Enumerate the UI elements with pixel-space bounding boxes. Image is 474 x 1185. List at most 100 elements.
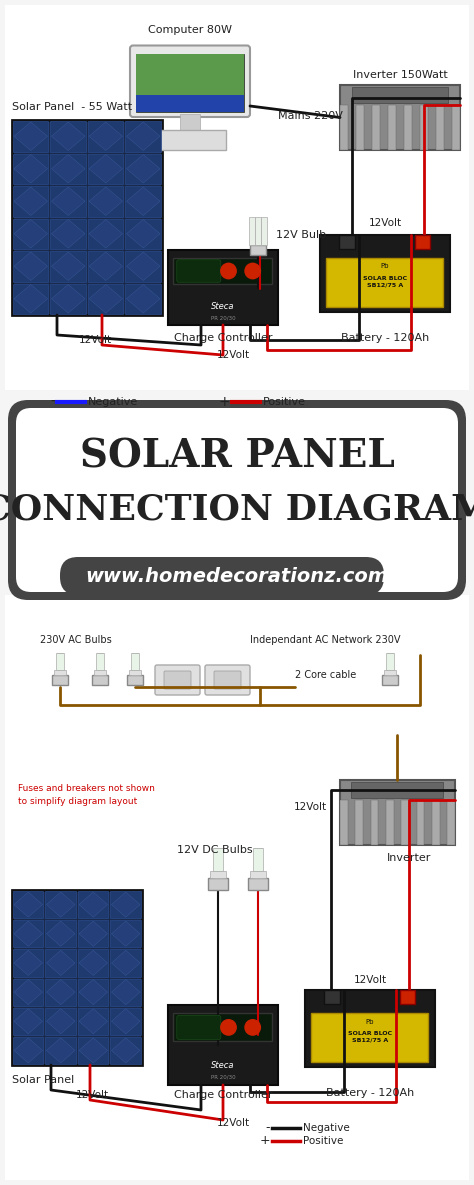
- FancyBboxPatch shape: [155, 665, 200, 694]
- Circle shape: [221, 1020, 236, 1036]
- Bar: [340, 104, 348, 150]
- Polygon shape: [89, 252, 122, 281]
- Bar: [13, 921, 44, 947]
- Text: CONNECTION DIAGRAM: CONNECTION DIAGRAM: [0, 493, 474, 527]
- Bar: [51, 218, 86, 249]
- Text: Positive: Positive: [263, 397, 306, 406]
- Text: 12Volt: 12Volt: [78, 335, 111, 345]
- Bar: [254, 848, 262, 878]
- Bar: [5, 390, 469, 415]
- Bar: [94, 670, 106, 675]
- FancyBboxPatch shape: [214, 671, 241, 688]
- Bar: [250, 871, 266, 878]
- Polygon shape: [14, 187, 47, 216]
- Polygon shape: [89, 219, 122, 248]
- Bar: [97, 653, 103, 675]
- Text: Charge Controller: Charge Controller: [174, 333, 272, 342]
- Polygon shape: [111, 980, 140, 1005]
- Polygon shape: [79, 921, 108, 947]
- Bar: [127, 675, 143, 685]
- Bar: [253, 848, 263, 871]
- Bar: [352, 782, 444, 799]
- Polygon shape: [14, 892, 43, 917]
- Bar: [327, 257, 444, 307]
- Bar: [168, 1005, 278, 1085]
- FancyBboxPatch shape: [205, 665, 250, 694]
- Bar: [78, 921, 109, 947]
- Polygon shape: [127, 252, 160, 281]
- Bar: [13, 891, 44, 918]
- Bar: [173, 257, 273, 283]
- Bar: [51, 121, 86, 152]
- Text: 12Volt: 12Volt: [354, 975, 387, 985]
- Bar: [110, 1007, 141, 1035]
- Bar: [110, 949, 141, 976]
- Bar: [136, 55, 244, 95]
- Text: 12Volt: 12Volt: [75, 1090, 109, 1100]
- Text: 12Volt: 12Volt: [293, 802, 327, 813]
- Polygon shape: [79, 1008, 108, 1033]
- Bar: [126, 251, 161, 282]
- FancyBboxPatch shape: [8, 401, 466, 600]
- Polygon shape: [52, 284, 85, 313]
- Bar: [13, 218, 48, 249]
- Text: Battery - 120Ah: Battery - 120Ah: [341, 333, 429, 342]
- Bar: [250, 245, 266, 255]
- Bar: [340, 85, 460, 150]
- Bar: [110, 1037, 141, 1064]
- Bar: [13, 154, 48, 184]
- Bar: [214, 848, 222, 878]
- Text: 230V AC Bulbs: 230V AC Bulbs: [40, 635, 112, 645]
- Bar: [415, 235, 430, 249]
- Bar: [51, 251, 86, 282]
- Circle shape: [245, 1020, 260, 1036]
- Bar: [13, 1007, 44, 1035]
- Text: www.homedecorationz.com: www.homedecorationz.com: [85, 566, 389, 585]
- Bar: [404, 104, 412, 150]
- Bar: [46, 891, 76, 918]
- Bar: [46, 949, 76, 976]
- Polygon shape: [14, 921, 43, 947]
- Text: Inverter: Inverter: [387, 853, 431, 863]
- Text: -: -: [265, 1121, 270, 1134]
- Text: Negative: Negative: [88, 397, 138, 406]
- FancyBboxPatch shape: [130, 45, 250, 117]
- Polygon shape: [127, 154, 160, 182]
- Text: SOLAR BLOC
SB12/75 A: SOLAR BLOC SB12/75 A: [348, 1031, 392, 1042]
- Bar: [384, 670, 396, 675]
- Bar: [325, 989, 340, 1004]
- Bar: [311, 1012, 428, 1062]
- Bar: [400, 989, 416, 1004]
- Polygon shape: [46, 1038, 75, 1063]
- Bar: [126, 218, 161, 249]
- Bar: [208, 878, 228, 890]
- Bar: [339, 235, 355, 249]
- Polygon shape: [111, 950, 140, 975]
- Polygon shape: [46, 921, 75, 947]
- Bar: [255, 217, 261, 245]
- Bar: [12, 120, 162, 315]
- Bar: [13, 121, 48, 152]
- Polygon shape: [46, 950, 75, 975]
- Bar: [417, 800, 424, 845]
- Bar: [110, 979, 141, 1006]
- Text: Charge Controller: Charge Controller: [174, 1090, 272, 1100]
- Bar: [447, 800, 455, 845]
- Bar: [387, 653, 393, 675]
- Bar: [46, 921, 76, 947]
- Polygon shape: [111, 1008, 140, 1033]
- Text: -: -: [50, 395, 55, 409]
- Polygon shape: [46, 1008, 75, 1033]
- Bar: [436, 104, 444, 150]
- Bar: [46, 979, 76, 1006]
- Bar: [56, 653, 64, 670]
- Bar: [173, 1013, 273, 1040]
- Bar: [154, 130, 226, 150]
- Bar: [88, 121, 124, 152]
- Text: 12V Bulb: 12V Bulb: [276, 230, 326, 241]
- FancyBboxPatch shape: [177, 1016, 221, 1039]
- Bar: [5, 5, 469, 390]
- Polygon shape: [89, 284, 122, 313]
- Text: 12Volt: 12Volt: [217, 350, 250, 360]
- Polygon shape: [127, 187, 160, 216]
